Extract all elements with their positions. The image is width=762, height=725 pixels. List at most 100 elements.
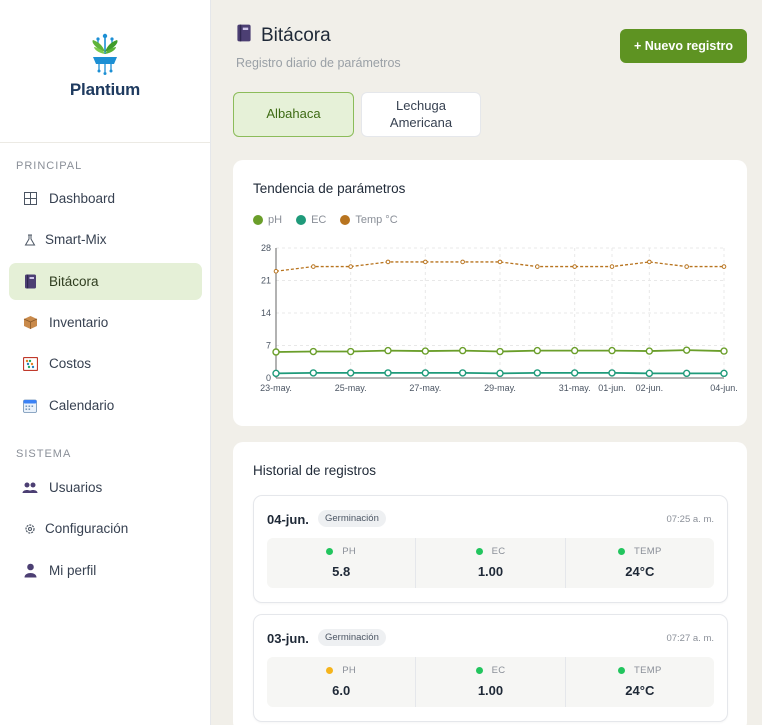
history-entry[interactable]: 04-jun. Germinación 07:25 a. m. PH 5.8 E… xyxy=(253,495,728,603)
data-point xyxy=(645,347,654,355)
box-icon xyxy=(21,314,39,332)
sidebar-item-label: Calendario xyxy=(49,398,115,413)
data-point xyxy=(384,346,392,355)
abacus-icon xyxy=(21,355,39,373)
data-point xyxy=(385,259,391,265)
data-point xyxy=(458,369,467,377)
x-tick-label: 02-jun. xyxy=(636,383,664,393)
data-point xyxy=(384,369,392,377)
metric-ph: PH 6.0 xyxy=(267,657,415,707)
data-point xyxy=(497,259,503,265)
sidebar-item-bitacora[interactable]: Bitácora xyxy=(9,263,202,300)
metric-ph: PH 5.8 xyxy=(267,538,415,588)
sidebar-item-inventario[interactable]: Inventario xyxy=(9,304,202,341)
metric-label: EC xyxy=(491,665,506,676)
legend-label: pH xyxy=(268,214,283,226)
y-tick-label: 28 xyxy=(261,243,271,253)
data-point xyxy=(346,347,355,356)
tab-lechuga-americana[interactable]: Lechuga Americana xyxy=(361,92,481,137)
history-entry[interactable]: 03-jun. Germinación 07:27 a. m. PH 6.0 E… xyxy=(253,614,728,722)
data-point xyxy=(272,369,280,378)
data-point xyxy=(570,346,579,355)
sidebar-item-mi-perfil[interactable]: Mi perfil xyxy=(9,552,202,589)
history-card: Historial de registros 04-jun. Germinaci… xyxy=(233,442,747,725)
data-point xyxy=(496,347,504,356)
legend-swatch xyxy=(340,215,351,225)
entry-metrics: PH 6.0 EC 1.00 TEMP 24°C xyxy=(267,657,714,707)
sidebar-item-label: Inventario xyxy=(49,315,109,330)
y-tick-label: 21 xyxy=(261,276,271,286)
legend-item-ec[interactable]: EC xyxy=(296,214,326,226)
sidebar-item-label: Mi perfil xyxy=(49,563,97,578)
data-point xyxy=(720,369,728,378)
data-point xyxy=(645,369,654,378)
legend-swatch xyxy=(296,215,307,225)
x-tick-label: 29-may. xyxy=(484,383,516,393)
y-tick-label: 14 xyxy=(261,308,271,318)
x-tick-label: 27-may. xyxy=(409,383,441,393)
flask-icon xyxy=(21,231,39,249)
status-dot xyxy=(326,548,334,555)
tab-label: Lechuga Americana xyxy=(389,97,453,130)
data-point xyxy=(684,264,689,269)
page-header: Bitácora Registro diario de parámetros xyxy=(236,24,401,70)
entry-metrics: PH 5.8 EC 1.00 TEMP 24°C xyxy=(267,538,714,588)
plant-logo-icon xyxy=(92,33,118,75)
sidebar-item-dashboard[interactable]: Dashboard xyxy=(9,180,202,217)
sidebar-item-label: Usuarios xyxy=(49,480,103,495)
legend-item-ph[interactable]: pH xyxy=(253,214,282,226)
notebook-icon xyxy=(21,273,39,291)
sidebar-item-smart-mix[interactable]: Smart-Mix xyxy=(9,221,202,258)
nav-section-sistema: SISTEMA xyxy=(16,448,72,460)
sidebar-item-label: Configuración xyxy=(45,521,129,536)
data-point xyxy=(533,346,542,355)
data-point xyxy=(720,347,728,355)
grid-icon xyxy=(21,190,39,208)
metric-ec: EC 1.00 xyxy=(415,657,564,707)
page-title: Bitácora xyxy=(236,24,401,48)
metric-temp: TEMP 24°C xyxy=(564,538,714,588)
sidebar-item-configuracion[interactable]: Configuración xyxy=(9,510,202,547)
data-point xyxy=(423,259,428,265)
metric-value: 6.0 xyxy=(332,683,351,698)
x-tick-label: 25-may. xyxy=(335,383,367,393)
entry-time: 07:25 a. m. xyxy=(666,514,714,525)
data-point xyxy=(273,268,279,274)
x-tick-label: 31-may. xyxy=(559,383,591,393)
x-tick-label: 23-may. xyxy=(260,383,292,393)
data-point xyxy=(348,264,353,269)
data-point xyxy=(421,369,430,377)
status-dot xyxy=(475,667,483,674)
status-dot xyxy=(618,667,626,674)
data-point xyxy=(609,264,615,269)
metric-ec: EC 1.00 xyxy=(415,538,564,588)
sidebar-item-calendario[interactable]: Calendario xyxy=(9,387,202,424)
page-subtitle: Registro diario de parámetros xyxy=(236,56,401,70)
legend-item-temp[interactable]: Temp °C xyxy=(340,214,398,226)
entry-date: 04-jun. xyxy=(267,512,309,527)
legend-label: Temp °C xyxy=(355,214,398,226)
data-point xyxy=(272,348,280,356)
metric-value: 5.8 xyxy=(332,564,351,579)
stage-badge: Germinación xyxy=(318,510,386,527)
new-entry-button[interactable]: + Nuevo registro xyxy=(620,29,747,63)
data-point xyxy=(572,264,577,269)
data-point xyxy=(682,369,691,378)
metric-label: TEMP xyxy=(634,665,662,676)
sidebar-item-label: Smart-Mix xyxy=(45,232,107,247)
data-point xyxy=(647,259,652,265)
data-point xyxy=(721,264,727,269)
data-point xyxy=(682,346,691,354)
data-point xyxy=(533,369,542,377)
status-dot xyxy=(618,548,626,555)
chart-card-title: Tendencia de parámetros xyxy=(253,181,406,196)
trend-line-chart: 0 7 14 21 28 23-may. 25-may. 27-may. 29-may. 31-m… xyxy=(260,243,738,393)
logo[interactable]: Plantium xyxy=(0,0,210,143)
sidebar: Plantium PRINCIPAL Dashboard Smart-Mix B… xyxy=(0,0,211,725)
sidebar-item-label: Dashboard xyxy=(49,191,116,206)
user-icon xyxy=(21,562,39,580)
tab-albahaca[interactable]: Albahaca xyxy=(233,92,354,137)
sidebar-item-usuarios[interactable]: Usuarios xyxy=(9,469,202,506)
sidebar-item-costos[interactable]: Costos xyxy=(9,345,202,382)
data-point xyxy=(421,347,430,355)
